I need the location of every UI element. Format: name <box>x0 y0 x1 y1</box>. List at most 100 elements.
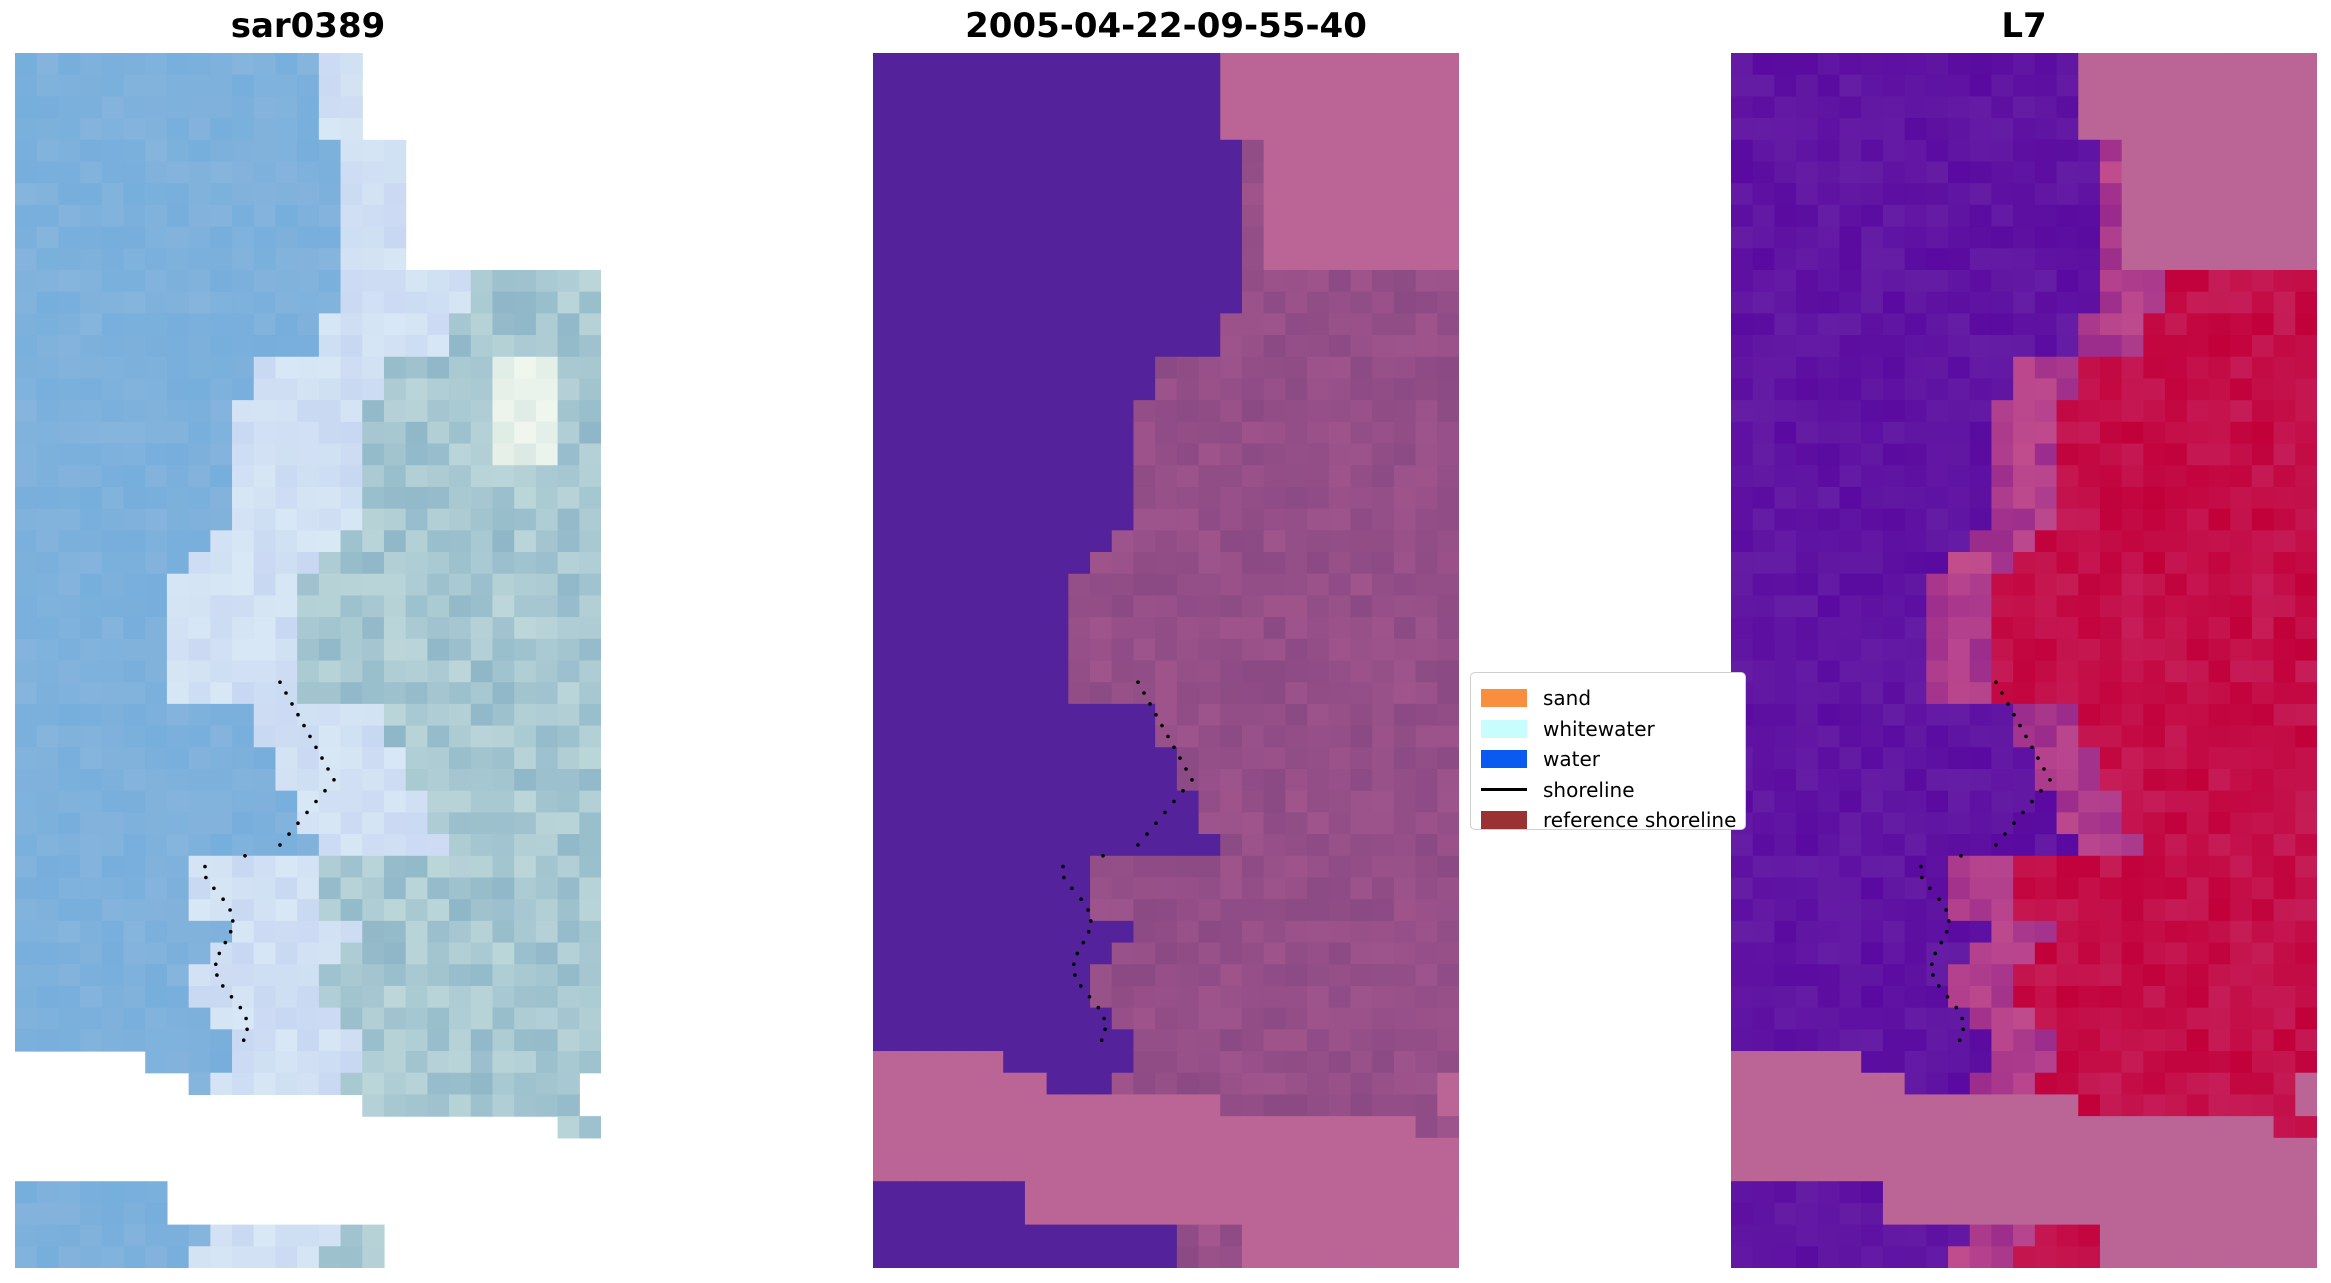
image-pixel <box>1111 269 1135 293</box>
image-pixel <box>557 703 580 727</box>
image-pixel <box>894 899 917 922</box>
image-pixel <box>557 617 580 640</box>
image-pixel <box>1241 465 1265 488</box>
image-pixel <box>1003 985 1026 1009</box>
image-pixel <box>1155 985 1178 1009</box>
image-pixel <box>2273 1051 2296 1074</box>
shoreline-point <box>214 962 218 967</box>
image-pixel <box>232 855 255 879</box>
image-pixel <box>1155 1029 1178 1052</box>
image-pixel <box>1068 768 1091 792</box>
image-pixel <box>1969 790 1993 813</box>
image-pixel <box>1046 573 1069 597</box>
image-pixel <box>1839 725 1862 748</box>
image-pixel <box>1948 920 1971 944</box>
image-pixel <box>275 877 298 900</box>
image-pixel <box>405 660 428 683</box>
image-pixel <box>1437 161 1459 184</box>
image-pixel <box>938 400 961 423</box>
image-pixel <box>318 335 342 358</box>
image-pixel <box>80 899 103 922</box>
image-pixel <box>1220 74 1243 97</box>
image-pixel <box>2034 1224 2058 1247</box>
image-pixel <box>873 530 896 553</box>
image-pixel <box>145 204 168 228</box>
image-pixel <box>1774 617 1797 640</box>
image-pixel <box>1198 1116 1221 1139</box>
image-pixel <box>297 1246 320 1268</box>
image-pixel <box>405 421 428 445</box>
image-pixel <box>297 573 320 597</box>
image-pixel <box>1220 161 1243 184</box>
image-pixel <box>2165 1007 2188 1030</box>
image-pixel <box>1774 400 1797 423</box>
image-pixel <box>1415 573 1438 597</box>
image-pixel <box>1969 1051 1993 1074</box>
image-pixel <box>297 443 320 466</box>
image-pixel <box>188 486 211 510</box>
image-pixel <box>2208 378 2231 401</box>
image-pixel <box>2056 118 2079 141</box>
image-pixel <box>1393 660 1417 683</box>
image-pixel <box>232 877 255 900</box>
image-pixel <box>2143 573 2166 597</box>
image-pixel <box>80 486 103 510</box>
image-pixel <box>2143 747 2166 770</box>
image-pixel <box>1882 530 1906 553</box>
image-pixel <box>1090 226 1113 249</box>
image-pixel <box>58 899 81 922</box>
image-pixel <box>1111 617 1135 640</box>
image-pixel <box>1372 486 1395 510</box>
image-pixel <box>579 378 601 401</box>
image-pixel <box>1969 1029 1993 1052</box>
image-pixel <box>2295 74 2317 97</box>
image-pixel <box>1285 1137 1308 1161</box>
image-pixel <box>1176 1007 1200 1030</box>
image-pixel <box>318 530 342 553</box>
image-pixel <box>981 335 1004 358</box>
image-pixel <box>1220 313 1243 336</box>
image-pixel <box>2208 638 2231 662</box>
shoreline-point <box>296 712 300 717</box>
image-pixel <box>2034 291 2058 314</box>
image-pixel <box>1176 508 1200 531</box>
image-pixel <box>557 269 580 293</box>
image-pixel <box>2186 595 2210 618</box>
image-pixel <box>1415 1007 1438 1030</box>
image-pixel <box>2099 139 2123 163</box>
image-pixel <box>1752 1072 1775 1096</box>
image-pixel <box>1133 703 1156 727</box>
image-pixel <box>2013 204 2036 228</box>
image-pixel <box>297 855 320 879</box>
image-pixel <box>1263 183 1286 206</box>
image-pixel <box>2165 248 2188 271</box>
image-pixel <box>1285 942 1308 965</box>
image-pixel <box>1090 335 1113 358</box>
image-pixel <box>253 985 277 1009</box>
image-pixel <box>80 161 103 184</box>
image-pixel <box>894 790 917 813</box>
image-pixel <box>1068 682 1091 705</box>
image-pixel <box>1155 1159 1178 1182</box>
shoreline-point <box>2048 778 2052 782</box>
image-pixel <box>1731 552 1754 575</box>
image-pixel <box>2034 682 2058 705</box>
image-pixel <box>1350 421 1373 445</box>
image-pixel <box>123 747 146 770</box>
image-pixel <box>1882 1224 1906 1247</box>
image-pixel <box>916 400 939 423</box>
image-pixel <box>1068 985 1091 1009</box>
image-pixel <box>1991 1181 2014 1204</box>
image-pixel <box>1969 747 1993 770</box>
image-pixel <box>1372 1246 1395 1268</box>
image-pixel <box>1839 508 1862 531</box>
image-pixel <box>1198 747 1221 770</box>
image-pixel <box>579 834 601 857</box>
shoreline-point <box>1944 929 1949 934</box>
image-pixel <box>1393 942 1417 965</box>
image-pixel <box>1731 834 1754 857</box>
image-pixel <box>1415 96 1438 119</box>
image-pixel <box>1882 877 1906 900</box>
image-pixel <box>1882 204 1906 228</box>
image-pixel <box>1090 118 1113 141</box>
